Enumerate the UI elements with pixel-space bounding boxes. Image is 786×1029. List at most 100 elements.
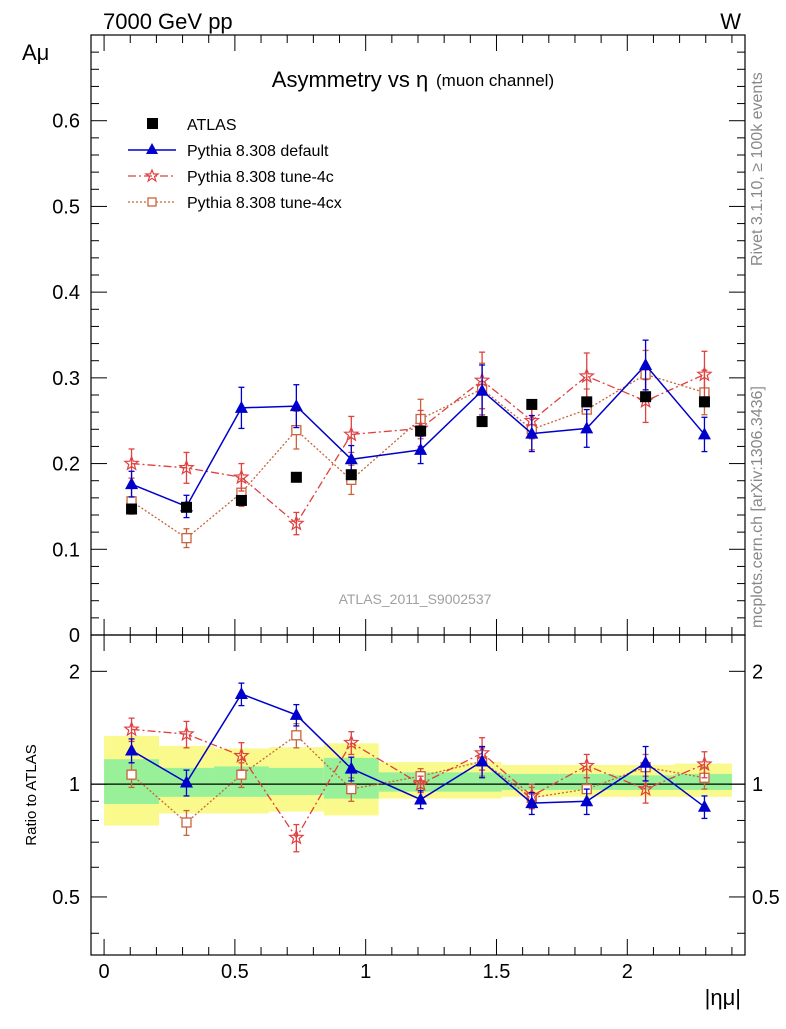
main-data-point <box>415 425 427 437</box>
main-data-point <box>123 454 140 471</box>
ratio-plot-panel: Ratio to ATLAS |ημ| 0 0.5 1 1.5 2 0.5 0.5 1 1 2 2 <box>23 634 780 1010</box>
ratio-y-tick-label: 1 <box>752 774 763 796</box>
ratio-data-point <box>639 755 653 768</box>
ratio-data-point <box>475 754 489 767</box>
main-data-point <box>580 421 594 434</box>
ratio-data-point <box>233 747 250 763</box>
ratio-data-point <box>696 755 713 772</box>
main-data-point <box>476 416 488 428</box>
main-data-point <box>414 442 428 455</box>
main-y-tick-label: 0.4 <box>52 282 80 304</box>
main-data-point <box>125 477 139 490</box>
y-tick-label-zero: 0 <box>69 625 80 647</box>
main-plot-title: Asymmetry vs η <box>272 67 428 92</box>
ratio-data-point <box>289 707 303 720</box>
main-series-pythia-8-308-default <box>125 339 711 519</box>
main-plot-title-note: (muon channel) <box>436 71 554 90</box>
main-data-point <box>178 459 195 475</box>
ratio-y-tick-label: 0.5 <box>752 887 780 909</box>
main-data-point <box>180 501 192 513</box>
main-data-point <box>526 398 538 410</box>
ratio-data-point <box>125 743 139 756</box>
main-series-line <box>131 373 705 539</box>
ratio-y-tick-label: 2 <box>69 661 80 683</box>
legend: ATLAS Pythia 8.308 default Pythia 8.308 … <box>128 117 342 212</box>
main-y-tick-label: 0.1 <box>52 539 80 561</box>
main-data-point <box>235 494 247 506</box>
ratio-y-tick-label: 0.5 <box>52 887 80 909</box>
ratio-data-point <box>578 756 596 773</box>
ratio-inner-band <box>462 772 502 792</box>
x-axis-title: |ημ| <box>705 985 741 1010</box>
main-data-point <box>344 452 358 465</box>
main-data-point <box>234 400 248 413</box>
main-series-atlas <box>126 391 710 515</box>
main-data-point <box>578 367 596 384</box>
main-data-point <box>696 365 713 382</box>
legend-label-default: Pythia 8.308 default <box>187 143 329 160</box>
ratio-data-point <box>414 792 428 805</box>
main-data-point <box>639 358 653 370</box>
ratio-data-point <box>181 817 192 828</box>
legend-marker-tune4c <box>144 168 160 183</box>
main-data-point <box>525 426 539 439</box>
ratio-data-point <box>126 769 137 780</box>
main-y-tick-label: 0.5 <box>52 196 80 218</box>
main-data-point <box>475 383 489 396</box>
legend-marker-atlas <box>147 118 158 129</box>
ratio-inner-band <box>268 767 324 796</box>
ratio-data-point <box>412 775 429 792</box>
main-data-point <box>126 503 138 515</box>
legend-marker-default <box>146 143 158 154</box>
main-data-point <box>288 514 305 531</box>
main-data-point <box>181 532 192 544</box>
main-data-point <box>289 399 303 412</box>
legend-entry-atlas: ATLAS <box>147 117 237 134</box>
legend-label-tune4cx: Pythia 8.308 tune-4cx <box>187 195 342 212</box>
main-series-pythia-8-308-tune-4c <box>123 350 713 536</box>
ratio-data-point <box>697 799 711 812</box>
ratio-data-point <box>234 686 248 699</box>
x-tick-label: 1.5 <box>483 961 511 983</box>
main-data-point <box>233 468 250 485</box>
main-data-point <box>342 425 360 442</box>
main-y-tick-label: 0.3 <box>52 368 80 390</box>
legend-entry-tune4c: Pythia 8.308 tune-4c <box>128 168 334 186</box>
ratio-inner-band <box>614 775 675 790</box>
ratio-data-point <box>123 720 140 737</box>
ratio-data-point <box>179 775 193 788</box>
rivet-version-label: Rivet 3.1.10, ≥ 100k events <box>749 72 766 266</box>
main-data-point <box>640 391 652 403</box>
ratio-data-point <box>346 783 357 795</box>
main-y-tick-label: 0.6 <box>52 111 80 133</box>
main-y-tick-label: 0.2 <box>52 454 80 476</box>
x-tick-label: 0 <box>99 961 110 983</box>
header-energy-label: 7000 GeV pp <box>103 9 233 34</box>
main-data-point <box>697 427 711 440</box>
main-data-point <box>290 471 302 483</box>
x-tick-label: 0.5 <box>221 961 249 983</box>
main-plot-panel: Asymmetry vs η (muon channel) ATLAS_2011… <box>22 34 746 647</box>
legend-marker-tune4cx <box>147 197 157 207</box>
header-process-label: W <box>720 9 741 34</box>
ratio-y-tick-label: 1 <box>69 774 80 796</box>
watermark-label: ATLAS_2011_S9002537 <box>339 591 492 607</box>
main-data-point <box>581 396 593 408</box>
ratio-y-tick-label: 2 <box>752 661 763 683</box>
ratio-series-pythia-8-308-default <box>125 682 711 820</box>
ratio-data-point <box>344 761 358 774</box>
ratio-data-point <box>342 733 360 750</box>
y-axis-title: Aμ <box>22 40 49 65</box>
ratio-data-point <box>288 828 305 845</box>
ratio-data-point <box>291 730 302 741</box>
legend-entry-default: Pythia 8.308 default <box>128 143 329 160</box>
x-tick-label: 1 <box>360 961 371 983</box>
main-data-point <box>345 469 357 481</box>
ratio-data-point <box>178 725 195 742</box>
mcplots-source-label: mcplots.cern.ch [arXiv:1306.3436] <box>749 386 766 628</box>
ratio-data-point <box>525 796 539 809</box>
ratio-data-point <box>580 794 594 807</box>
x-tick-label: 2 <box>622 961 633 983</box>
legend-label-atlas: ATLAS <box>187 117 237 134</box>
